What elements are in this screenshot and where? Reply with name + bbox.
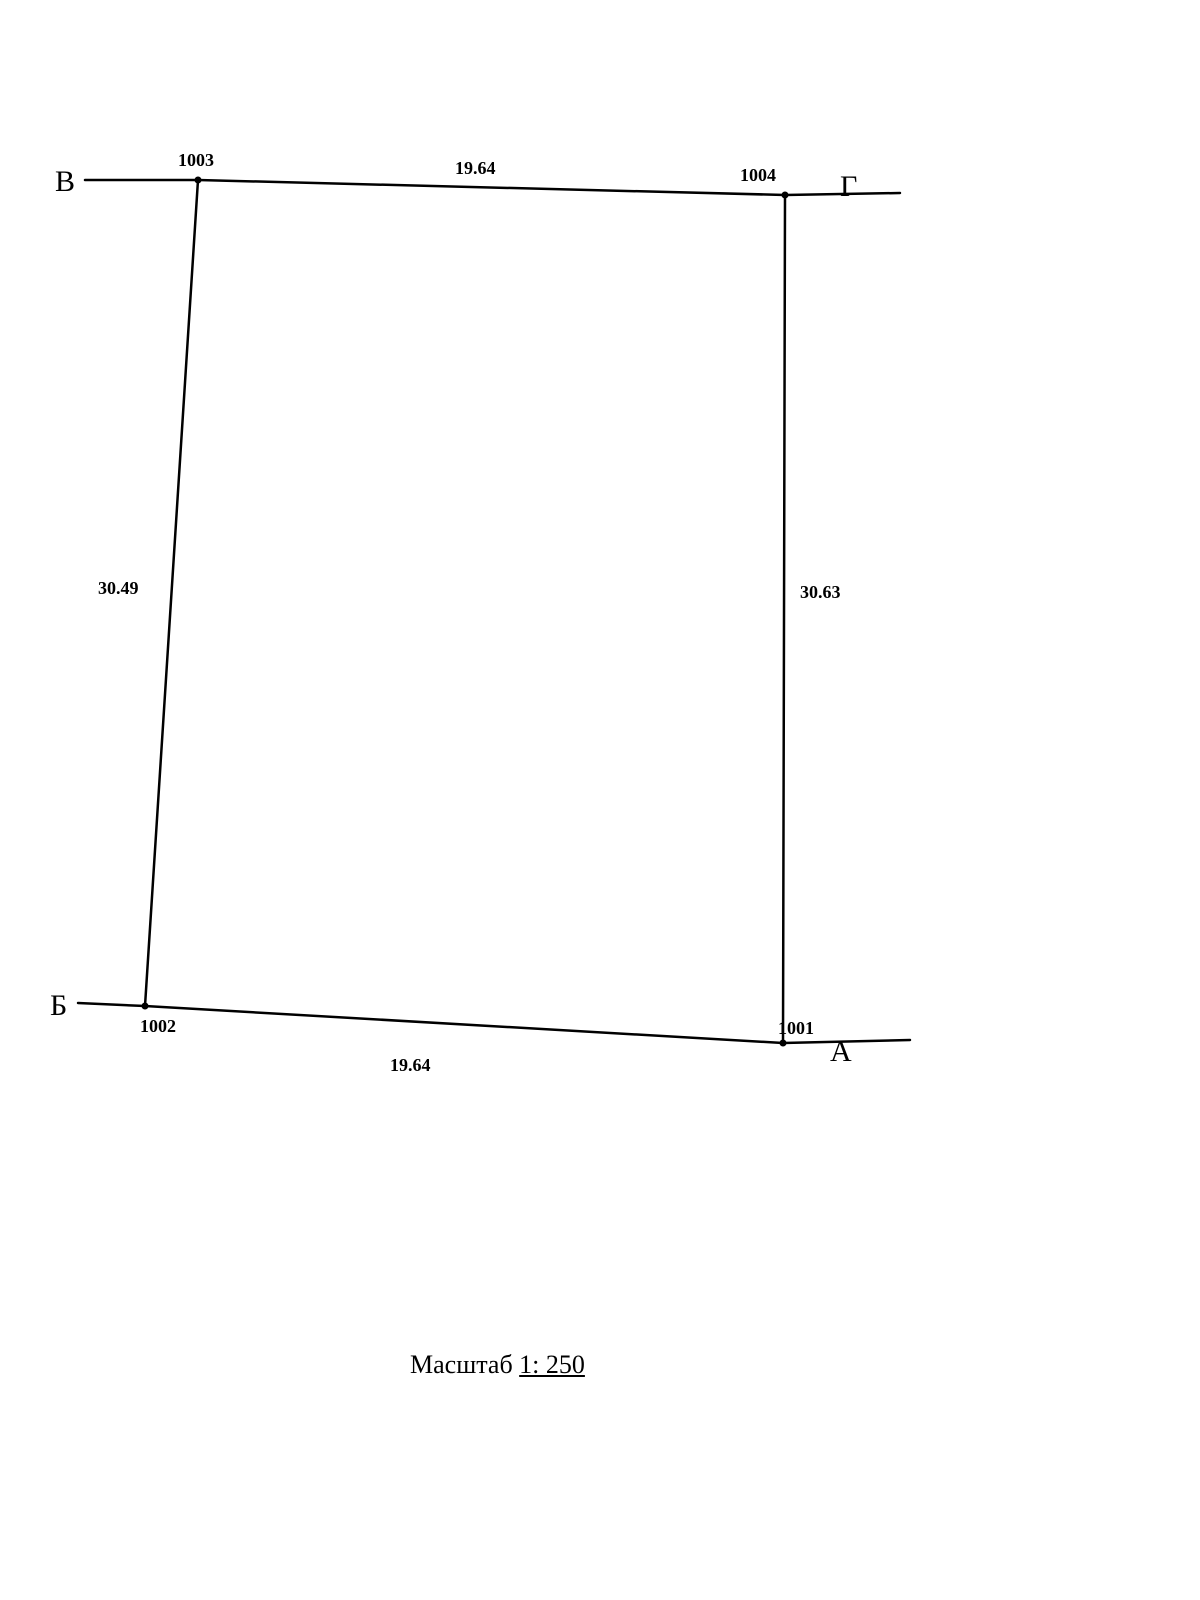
corner-label-v: В bbox=[55, 165, 75, 199]
edge-label-bottom: 19.64 bbox=[390, 1055, 431, 1076]
corner-label-b: Б bbox=[50, 989, 67, 1023]
corner-label-g: Г bbox=[840, 170, 857, 204]
edge-label-left: 30.49 bbox=[98, 578, 139, 599]
survey-diagram bbox=[0, 0, 1200, 1600]
node-label-1003: 1003 bbox=[178, 150, 214, 171]
node-label-1004: 1004 bbox=[740, 165, 776, 186]
scale-prefix: Масштаб bbox=[410, 1350, 519, 1379]
scale-caption: Масштаб 1: 250 bbox=[410, 1350, 585, 1380]
edge-label-right: 30.63 bbox=[800, 582, 841, 603]
node-label-1001: 1001 bbox=[778, 1018, 814, 1039]
scale-value: 1: 250 bbox=[519, 1350, 585, 1379]
edge-label-top: 19.64 bbox=[455, 158, 496, 179]
node-label-1002: 1002 bbox=[140, 1016, 176, 1037]
corner-label-a: А bbox=[830, 1035, 852, 1069]
